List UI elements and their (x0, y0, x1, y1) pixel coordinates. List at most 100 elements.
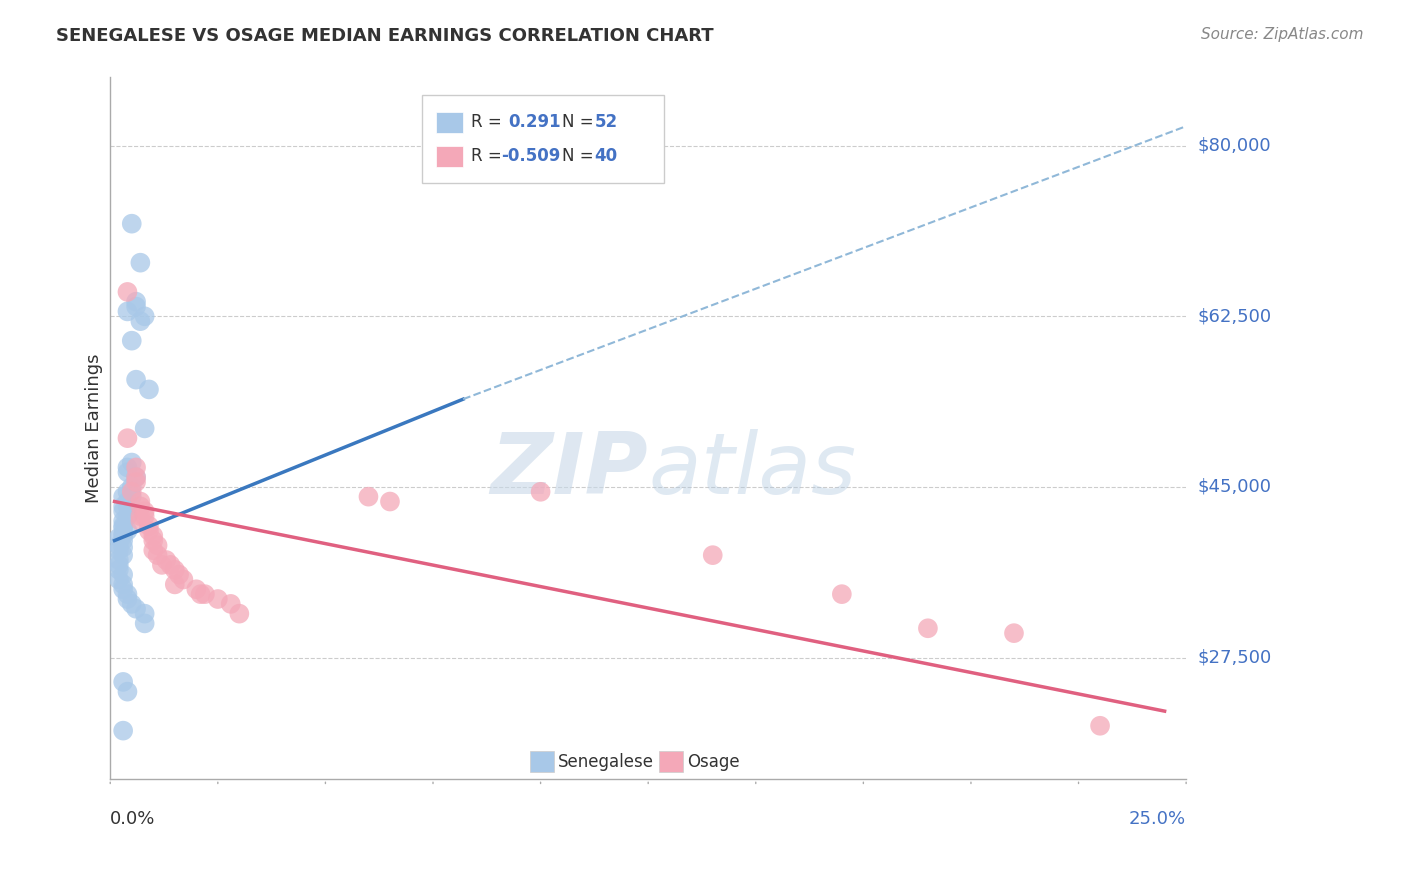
Point (207, 592, 229, 607)
Point (228, 607, 250, 621)
Point (112, 490, 135, 504)
Point (125, 373, 148, 387)
Point (129, 494, 152, 508)
Point (146, 548, 169, 562)
Point (121, 597, 143, 611)
Point (112, 674, 135, 689)
FancyBboxPatch shape (436, 146, 463, 168)
Point (1088, 719, 1111, 733)
Point (190, 587, 212, 601)
Text: $27,500: $27,500 (1198, 648, 1271, 666)
Text: ZIP: ZIP (491, 429, 648, 512)
Text: $80,000: $80,000 (1198, 136, 1271, 154)
Point (117, 592, 139, 607)
Point (121, 456, 143, 470)
Point (129, 314, 152, 328)
Point (194, 587, 217, 601)
Point (146, 538, 169, 552)
Point (112, 514, 135, 528)
Point (831, 587, 853, 601)
Point (117, 684, 139, 698)
Point (129, 514, 152, 528)
Point (117, 465, 139, 479)
Point (125, 470, 148, 484)
Point (138, 519, 160, 533)
Point (172, 573, 194, 587)
Point (125, 470, 148, 484)
Point (117, 500, 139, 514)
Point (125, 300, 148, 314)
Point (112, 533, 135, 548)
Point (112, 577, 135, 591)
Point (108, 563, 131, 577)
Point (163, 577, 186, 591)
Point (129, 509, 152, 524)
Point (129, 500, 152, 514)
Point (702, 548, 724, 562)
Text: N =: N = (562, 112, 599, 130)
Y-axis label: Median Earnings: Median Earnings (86, 353, 103, 503)
FancyBboxPatch shape (530, 751, 554, 772)
Point (117, 460, 139, 475)
Point (134, 616, 156, 631)
Point (125, 601, 148, 615)
Point (112, 521, 135, 535)
Point (357, 490, 380, 504)
Point (186, 582, 208, 597)
Text: 25.0%: 25.0% (1129, 810, 1187, 828)
Point (117, 484, 139, 499)
Text: Source: ZipAtlas.com: Source: ZipAtlas.com (1201, 27, 1364, 42)
Point (108, 558, 131, 572)
Point (112, 582, 135, 597)
Text: R =: R = (471, 112, 512, 130)
Point (529, 484, 551, 499)
Point (112, 567, 135, 582)
Point (121, 480, 143, 494)
Point (108, 531, 131, 545)
Point (112, 500, 135, 514)
Point (134, 607, 156, 621)
Point (108, 553, 131, 567)
FancyBboxPatch shape (436, 112, 463, 133)
Text: 52: 52 (595, 112, 617, 130)
Point (159, 558, 181, 572)
Text: Osage: Osage (688, 753, 740, 771)
Text: SENEGALESE VS OSAGE MEDIAN EARNINGS CORRELATION CHART: SENEGALESE VS OSAGE MEDIAN EARNINGS CORR… (56, 27, 714, 45)
Point (134, 310, 156, 324)
Point (112, 541, 135, 555)
Point (117, 587, 139, 601)
Point (121, 484, 143, 499)
Point (134, 421, 156, 435)
Point (142, 533, 165, 548)
Text: N =: N = (562, 147, 599, 165)
Text: 40: 40 (595, 147, 617, 165)
Point (117, 509, 139, 524)
Point (117, 304, 139, 318)
Point (125, 294, 148, 309)
Point (121, 334, 143, 348)
Text: $62,500: $62,500 (1198, 308, 1271, 326)
Point (112, 519, 135, 533)
Text: atlas: atlas (648, 429, 856, 512)
Point (378, 494, 401, 508)
Point (112, 526, 135, 541)
FancyBboxPatch shape (659, 751, 683, 772)
Text: 0.291: 0.291 (509, 112, 561, 130)
Text: $45,000: $45,000 (1198, 478, 1271, 496)
Point (150, 558, 173, 572)
Point (1002, 626, 1025, 640)
Point (117, 524, 139, 538)
Point (121, 490, 143, 504)
Text: 0.0%: 0.0% (110, 810, 156, 828)
Point (112, 548, 135, 562)
Point (125, 475, 148, 489)
Point (138, 524, 160, 538)
Text: Senegalese: Senegalese (558, 753, 654, 771)
Text: -0.509: -0.509 (501, 147, 560, 165)
Point (117, 494, 139, 508)
Point (112, 723, 135, 738)
Point (917, 621, 939, 635)
Point (108, 543, 131, 558)
Point (167, 567, 190, 582)
Point (121, 217, 143, 231)
